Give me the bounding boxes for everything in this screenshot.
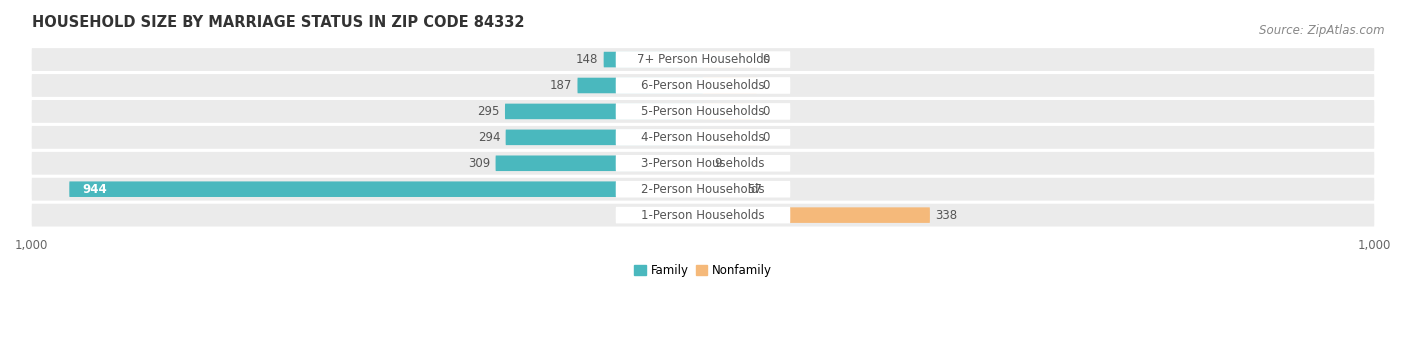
FancyBboxPatch shape [32,178,1374,201]
FancyBboxPatch shape [616,155,790,172]
Text: 5-Person Households: 5-Person Households [641,105,765,118]
Text: 3-Person Households: 3-Person Households [641,157,765,170]
Text: 309: 309 [468,157,491,170]
Legend: Family, Nonfamily: Family, Nonfamily [630,259,776,282]
Text: 57: 57 [747,183,762,196]
FancyBboxPatch shape [703,104,756,119]
Text: 7+ Person Households: 7+ Person Households [637,53,769,66]
Text: 187: 187 [550,79,572,92]
Text: 338: 338 [935,209,957,222]
FancyBboxPatch shape [32,48,1374,71]
FancyBboxPatch shape [32,126,1374,149]
Text: 9: 9 [714,157,721,170]
FancyBboxPatch shape [616,129,790,146]
FancyBboxPatch shape [32,204,1374,226]
FancyBboxPatch shape [703,182,741,197]
Text: HOUSEHOLD SIZE BY MARRIAGE STATUS IN ZIP CODE 84332: HOUSEHOLD SIZE BY MARRIAGE STATUS IN ZIP… [32,15,524,30]
FancyBboxPatch shape [506,130,703,145]
FancyBboxPatch shape [616,181,790,198]
Text: 1-Person Households: 1-Person Households [641,209,765,222]
FancyBboxPatch shape [69,182,703,197]
FancyBboxPatch shape [616,77,790,94]
Text: 0: 0 [762,79,769,92]
Text: 944: 944 [83,183,107,196]
FancyBboxPatch shape [703,130,756,145]
FancyBboxPatch shape [703,207,929,223]
Text: 294: 294 [478,131,501,144]
FancyBboxPatch shape [616,207,790,223]
FancyBboxPatch shape [603,52,703,67]
FancyBboxPatch shape [32,100,1374,123]
Text: 295: 295 [477,105,499,118]
Text: Source: ZipAtlas.com: Source: ZipAtlas.com [1260,24,1385,37]
FancyBboxPatch shape [505,104,703,119]
Text: 6-Person Households: 6-Person Households [641,79,765,92]
Text: 148: 148 [576,53,599,66]
FancyBboxPatch shape [703,52,756,67]
Text: 4-Person Households: 4-Person Households [641,131,765,144]
FancyBboxPatch shape [703,78,756,93]
FancyBboxPatch shape [578,78,703,93]
FancyBboxPatch shape [703,155,709,171]
FancyBboxPatch shape [616,103,790,120]
Text: 0: 0 [762,105,769,118]
FancyBboxPatch shape [32,152,1374,175]
Text: 0: 0 [762,131,769,144]
FancyBboxPatch shape [495,155,703,171]
FancyBboxPatch shape [616,51,790,68]
Text: 2-Person Households: 2-Person Households [641,183,765,196]
Text: 0: 0 [762,53,769,66]
FancyBboxPatch shape [32,74,1374,97]
